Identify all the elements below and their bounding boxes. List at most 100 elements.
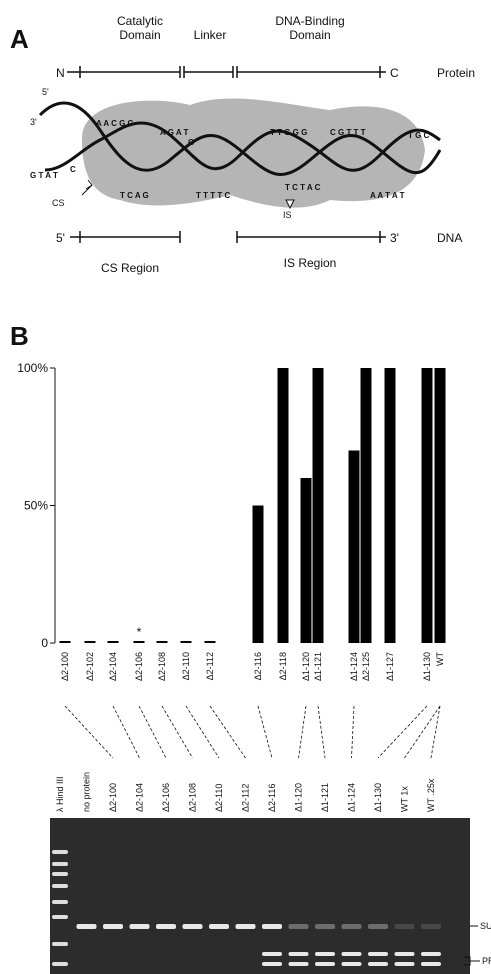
gel-band	[315, 952, 335, 956]
sequence: T T G G G	[270, 128, 307, 137]
gel-band	[52, 850, 68, 854]
gel-band	[76, 924, 97, 929]
x-tick-label: Δ1-124	[349, 652, 359, 681]
terminus-label: N	[56, 66, 65, 80]
bar	[312, 368, 324, 643]
domain-label: DNA-Binding	[275, 14, 344, 28]
gel-band	[262, 962, 282, 966]
lane-label: Δ1-121	[320, 783, 330, 812]
site-arrow	[81, 179, 295, 210]
x-tick-label: WT	[435, 652, 445, 666]
lane-link	[298, 705, 307, 759]
bar	[156, 641, 168, 643]
bar	[384, 368, 396, 643]
lane-link	[430, 705, 441, 759]
bar	[84, 641, 96, 643]
sequence: T G C	[408, 131, 430, 140]
lane-link	[64, 705, 114, 759]
lane-link	[161, 705, 193, 759]
gel-band	[262, 924, 282, 929]
gel-band	[341, 924, 362, 929]
bar-chart: 0 50% 100% Δ2-100 Δ2-102 Δ2-104 Δ2-106 Δ2-108 Δ2…	[17, 361, 446, 681]
gel-band	[103, 924, 123, 929]
end-label: 5'	[56, 231, 65, 245]
lane-link	[257, 705, 273, 759]
gel	[50, 818, 470, 974]
sequence: C	[70, 165, 76, 174]
y-tick-label: 50%	[24, 499, 48, 513]
x-tick-label: Δ2-108	[157, 652, 167, 681]
region-label: IS Region	[284, 256, 337, 270]
gel-band	[341, 962, 362, 966]
gel-band	[394, 962, 415, 966]
bar	[421, 368, 433, 643]
sequence: A A T A T	[370, 191, 405, 200]
lane-link	[317, 705, 326, 759]
region-label: CS Region	[101, 261, 159, 275]
gel-band	[156, 924, 176, 929]
domain-brackets	[67, 66, 386, 243]
lane-label: Δ2-100	[108, 783, 118, 812]
gel-band	[52, 942, 68, 946]
lane-label: Δ1-130	[373, 783, 383, 812]
gel-band	[288, 962, 309, 966]
lane-link	[377, 705, 428, 759]
domain-label: Domain	[119, 28, 160, 42]
gel-band	[235, 924, 256, 929]
bar	[277, 368, 289, 643]
sequence: G T A T	[30, 171, 58, 180]
x-tick-label: Δ1-120	[301, 652, 311, 681]
x-tick-label: Δ2-110	[181, 652, 191, 680]
gel-band	[52, 962, 68, 966]
gel-band	[421, 952, 441, 956]
lane-label: λ Hind III	[55, 776, 65, 812]
row-label: DNA	[437, 231, 462, 245]
x-tick-label: Δ1-121	[313, 652, 323, 681]
bar	[107, 641, 119, 643]
gel-lanes: λ Hind III no protein Δ2-100 Δ2-104 Δ2-106 Δ2…	[52, 772, 441, 966]
gel-band	[394, 952, 415, 956]
gel-band	[288, 924, 309, 929]
lane-link	[185, 705, 220, 759]
x-tick-label: Δ2-125	[361, 652, 371, 681]
gel-band	[288, 952, 309, 956]
annotation: *	[137, 625, 142, 639]
gel-band	[421, 962, 441, 966]
band-label: SUBSTR	[480, 921, 491, 931]
sequence: A A C G C	[96, 119, 134, 128]
gel-band	[262, 952, 282, 956]
sequence: C G T T T	[330, 128, 366, 137]
sequence: G	[188, 138, 194, 147]
lane-label: Δ2-104	[135, 783, 145, 812]
lane-label: WT .25x	[426, 778, 436, 812]
gel-band	[52, 862, 68, 866]
gel-band	[368, 924, 388, 929]
gel-band	[182, 924, 203, 929]
bar	[360, 368, 372, 643]
site-label: IS	[283, 210, 292, 220]
gel-band	[52, 900, 68, 904]
panel-letter: B	[10, 321, 29, 351]
gel-band	[394, 924, 415, 929]
lane-label: no protein	[82, 772, 92, 812]
gel-band	[52, 915, 68, 919]
protein-shape	[81, 98, 425, 208]
lane-links	[64, 705, 441, 759]
lane-link	[351, 705, 355, 759]
x-tick-label: Δ1-127	[385, 652, 395, 681]
end-label: 3'	[30, 117, 37, 127]
gel-band	[341, 952, 362, 956]
lane-label: Δ2-110	[214, 784, 224, 812]
bar	[434, 368, 446, 643]
band-label: PRODUC	[482, 956, 491, 966]
dna-helix	[38, 101, 442, 176]
gel-band	[315, 962, 335, 966]
x-tick-label: Δ2-118	[278, 652, 288, 680]
bar	[133, 641, 145, 643]
bar	[300, 478, 312, 643]
gel-band	[421, 924, 441, 929]
gel-band	[368, 952, 388, 956]
x-tick-label: Δ2-104	[108, 652, 118, 681]
gel-band	[52, 884, 68, 888]
